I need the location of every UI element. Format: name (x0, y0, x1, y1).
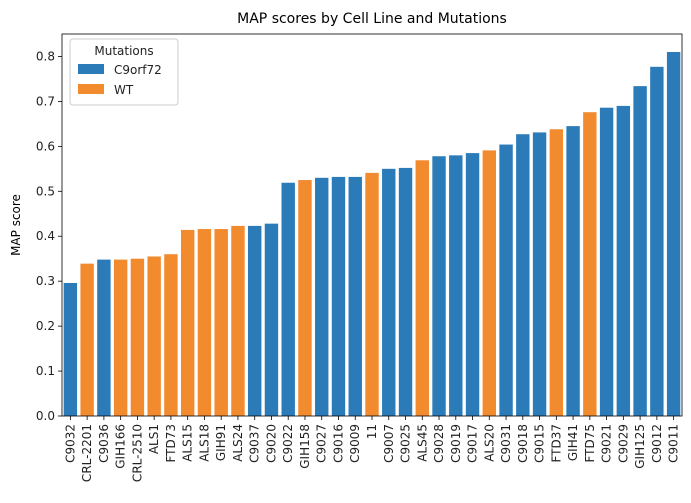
bar-gih125 (633, 86, 647, 416)
x-tick-label: GIH158 (298, 424, 312, 469)
y-tick-label: 0.5 (36, 184, 55, 198)
x-tick-label: C9020 (264, 424, 278, 463)
bar-c9017 (465, 153, 480, 416)
bar-c9012 (650, 66, 664, 416)
legend-label-wt: WT (114, 83, 134, 97)
bar-als20 (482, 150, 496, 416)
bar-als18 (197, 229, 212, 416)
y-tick-label: 0.4 (36, 229, 55, 243)
x-tick-label: C9017 (466, 424, 480, 463)
bar-crl-2201 (80, 263, 94, 416)
bar-c9028 (432, 156, 446, 417)
x-tick-label: GIH41 (566, 424, 580, 461)
x-tick-label: C9016 (331, 424, 345, 463)
x-tick-label: C9027 (315, 424, 329, 463)
x-tick-label: FTD37 (549, 424, 563, 463)
bar-c9019 (449, 155, 463, 416)
x-tick-label: ALS1 (147, 424, 161, 454)
bar-als24 (231, 225, 245, 416)
bar-crl-2510 (130, 258, 145, 416)
x-tick-label: C9029 (616, 424, 630, 463)
x-axis-ticks: C9032 CRL-2201 C9036 GIH166 CRL-2510 ALS1 FTD7… (63, 416, 681, 482)
x-tick-label: ALS18 (197, 424, 211, 462)
bars-layer (63, 51, 681, 417)
x-tick-label: C9007 (382, 424, 396, 463)
x-tick-label: GIH166 (114, 424, 128, 469)
x-tick-label: C9025 (399, 424, 413, 463)
x-tick-label: C9009 (348, 424, 362, 463)
bar-c9011 (666, 51, 681, 416)
x-tick-label: C9032 (63, 424, 77, 463)
bar-als1 (147, 256, 161, 416)
x-tick-label: C9019 (449, 424, 463, 463)
y-tick-label: 0.3 (36, 274, 55, 288)
x-tick-label: ALS45 (415, 424, 429, 462)
y-tick-label: 0.1 (36, 364, 55, 378)
x-tick-label: ALS15 (181, 424, 195, 462)
x-tick-label: CRL-2201 (80, 424, 94, 482)
bar-c9018 (516, 134, 530, 417)
bar-11 (365, 172, 379, 416)
y-tick-label: 0.0 (36, 409, 55, 423)
bar-als15 (180, 229, 195, 416)
x-tick-label: C9012 (650, 424, 664, 463)
x-tick-label: C9036 (97, 424, 111, 463)
bar-c9031 (499, 144, 513, 416)
legend-swatch-wt (78, 84, 104, 94)
x-tick-label: FTD75 (583, 424, 597, 463)
x-tick-label: GIH91 (214, 424, 228, 461)
bar-c9022 (281, 182, 295, 416)
bar-ftd75 (583, 112, 597, 417)
x-tick-label: ALS24 (231, 424, 245, 462)
legend-swatch-c9orf72 (78, 64, 104, 74)
bar-c9025 (398, 167, 413, 416)
x-tick-label: ALS20 (482, 424, 496, 462)
bar-ftd37 (549, 129, 564, 416)
bar-c9009 (348, 176, 362, 416)
y-axis-title: MAP score (9, 194, 23, 256)
x-tick-label: C9031 (499, 424, 513, 463)
bar-gih91 (214, 229, 228, 416)
legend: Mutations C9orf72 WT (69, 38, 179, 106)
x-tick-label: FTD73 (164, 424, 178, 463)
legend-label-c9orf72: C9orf72 (114, 63, 162, 77)
x-tick-label: C9018 (516, 424, 530, 463)
x-tick-label: C9015 (533, 424, 547, 463)
y-tick-label: 0.8 (36, 49, 55, 63)
bar-c9007 (382, 168, 396, 416)
bar-c9036 (97, 259, 111, 416)
plot-frame (61, 33, 683, 417)
bar-c9037 (248, 225, 262, 416)
y-tick-label: 0.2 (36, 319, 55, 333)
bar-c9027 (315, 177, 329, 416)
bar-c9020 (264, 223, 279, 416)
y-tick-label: 0.7 (36, 94, 55, 108)
legend-title: Mutations (94, 44, 153, 58)
bar-ftd73 (164, 254, 178, 416)
x-tick-label: C9028 (432, 424, 446, 463)
bar-c9016 (331, 176, 346, 416)
x-tick-label: GIH125 (633, 424, 647, 469)
bar-c9032 (63, 282, 78, 416)
bar-gih41 (566, 126, 580, 417)
bar-c9029 (616, 105, 631, 416)
y-axis-ticks: 0.0 0.1 0.2 0.3 0.4 0.5 0.6 0.7 0.8 (36, 49, 62, 423)
bar-c9021 (599, 107, 614, 417)
x-tick-label: C9037 (248, 424, 262, 463)
x-tick-label: C9022 (281, 424, 295, 463)
x-tick-label: 11 (365, 424, 379, 439)
bar-gih166 (113, 259, 128, 416)
x-tick-label: C9011 (667, 424, 681, 463)
x-tick-label: CRL-2510 (130, 424, 144, 482)
x-tick-label: C9021 (600, 424, 614, 463)
bar-als45 (415, 160, 429, 416)
bar-c9015 (532, 132, 547, 416)
y-tick-label: 0.6 (36, 139, 55, 153)
chart-title: MAP scores by Cell Line and Mutations (237, 11, 507, 27)
bar-gih158 (298, 180, 312, 416)
